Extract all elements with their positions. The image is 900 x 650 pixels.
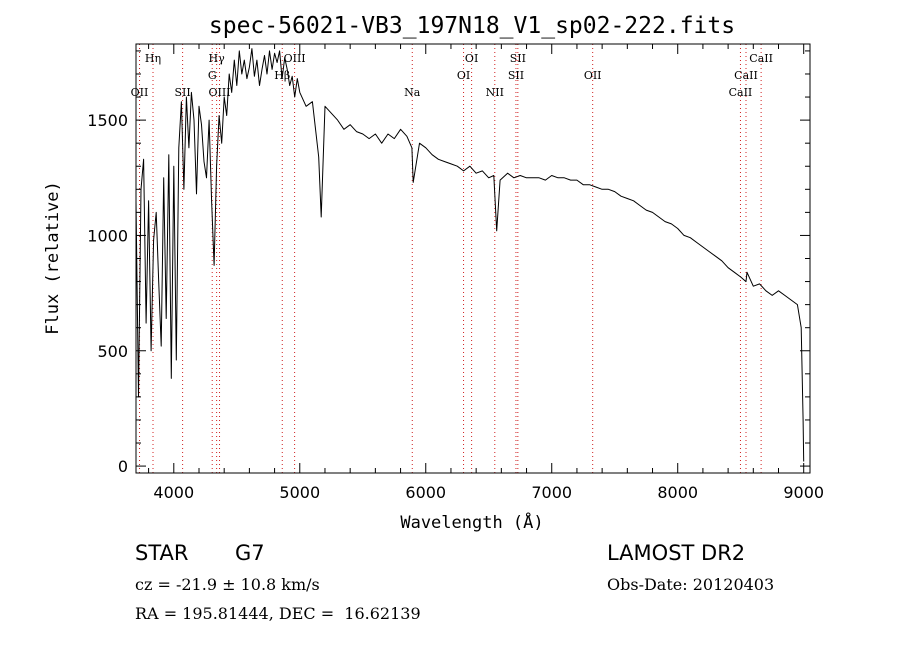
- axis-ticks: 4000 5000 6000 7000 8000 9000 0 500 1000 1500: [87, 44, 824, 502]
- chart-title: spec-56021-VB3_197N18_V1_sp02-222.fits: [209, 13, 735, 39]
- emission-line-label: CaII: [734, 69, 758, 82]
- sky-coordinates: RA = 195.81444, DEC = 16.62139: [135, 604, 421, 623]
- y-tick-label: 1000: [87, 226, 128, 245]
- emission-line-label: G: [208, 69, 217, 82]
- emission-line-label: OII: [584, 69, 602, 82]
- redshift-velocity: cz = -21.9 ± 10.8 km/s: [135, 575, 320, 594]
- y-tick-label: 0: [118, 457, 128, 476]
- emission-line-label: CaII: [729, 86, 753, 99]
- plot-frame: [135, 43, 811, 474]
- spectrum-chart: spec-56021-VB3_197N18_V1_sp02-222.fits H…: [43, 13, 824, 533]
- emission-line-label: Hγ: [209, 52, 226, 65]
- y-tick-label: 1500: [87, 111, 128, 130]
- emission-line-label: OII: [131, 86, 149, 99]
- spectrum-line: [135, 48, 805, 462]
- x-axis-label: Wavelength (Å): [400, 511, 543, 533]
- emission-line-label: OI: [457, 69, 470, 82]
- survey-name: LAMOST DR2: [607, 541, 746, 565]
- y-tick-label: 500: [97, 342, 128, 361]
- x-tick-label: 8000: [657, 483, 698, 502]
- x-tick-label: 4000: [153, 483, 194, 502]
- object-subclass: G7: [235, 541, 265, 565]
- observation-date: Obs-Date: 20120403: [607, 575, 775, 594]
- plot-border: [135, 43, 811, 474]
- x-tick-label: 6000: [405, 483, 446, 502]
- emission-line-label: SII: [510, 52, 526, 65]
- emission-line-label: OIII: [284, 52, 306, 65]
- emission-line-label: Hη: [145, 52, 161, 65]
- emission-line-label: Na: [404, 86, 421, 99]
- x-tick-label: 5000: [279, 483, 320, 502]
- emission-line-label: NII: [486, 86, 504, 99]
- emission-line-label: CaII: [749, 52, 773, 65]
- x-tick-label: 9000: [783, 483, 824, 502]
- y-axis-label: Flux (relative): [43, 181, 63, 335]
- emission-line-label: SII: [174, 86, 190, 99]
- emission-line-label: SII: [508, 69, 524, 82]
- emission-line-label: OI: [465, 52, 478, 65]
- x-tick-label: 7000: [531, 483, 572, 502]
- object-class: STAR: [135, 541, 189, 565]
- emission-line-label: OIII: [208, 86, 230, 99]
